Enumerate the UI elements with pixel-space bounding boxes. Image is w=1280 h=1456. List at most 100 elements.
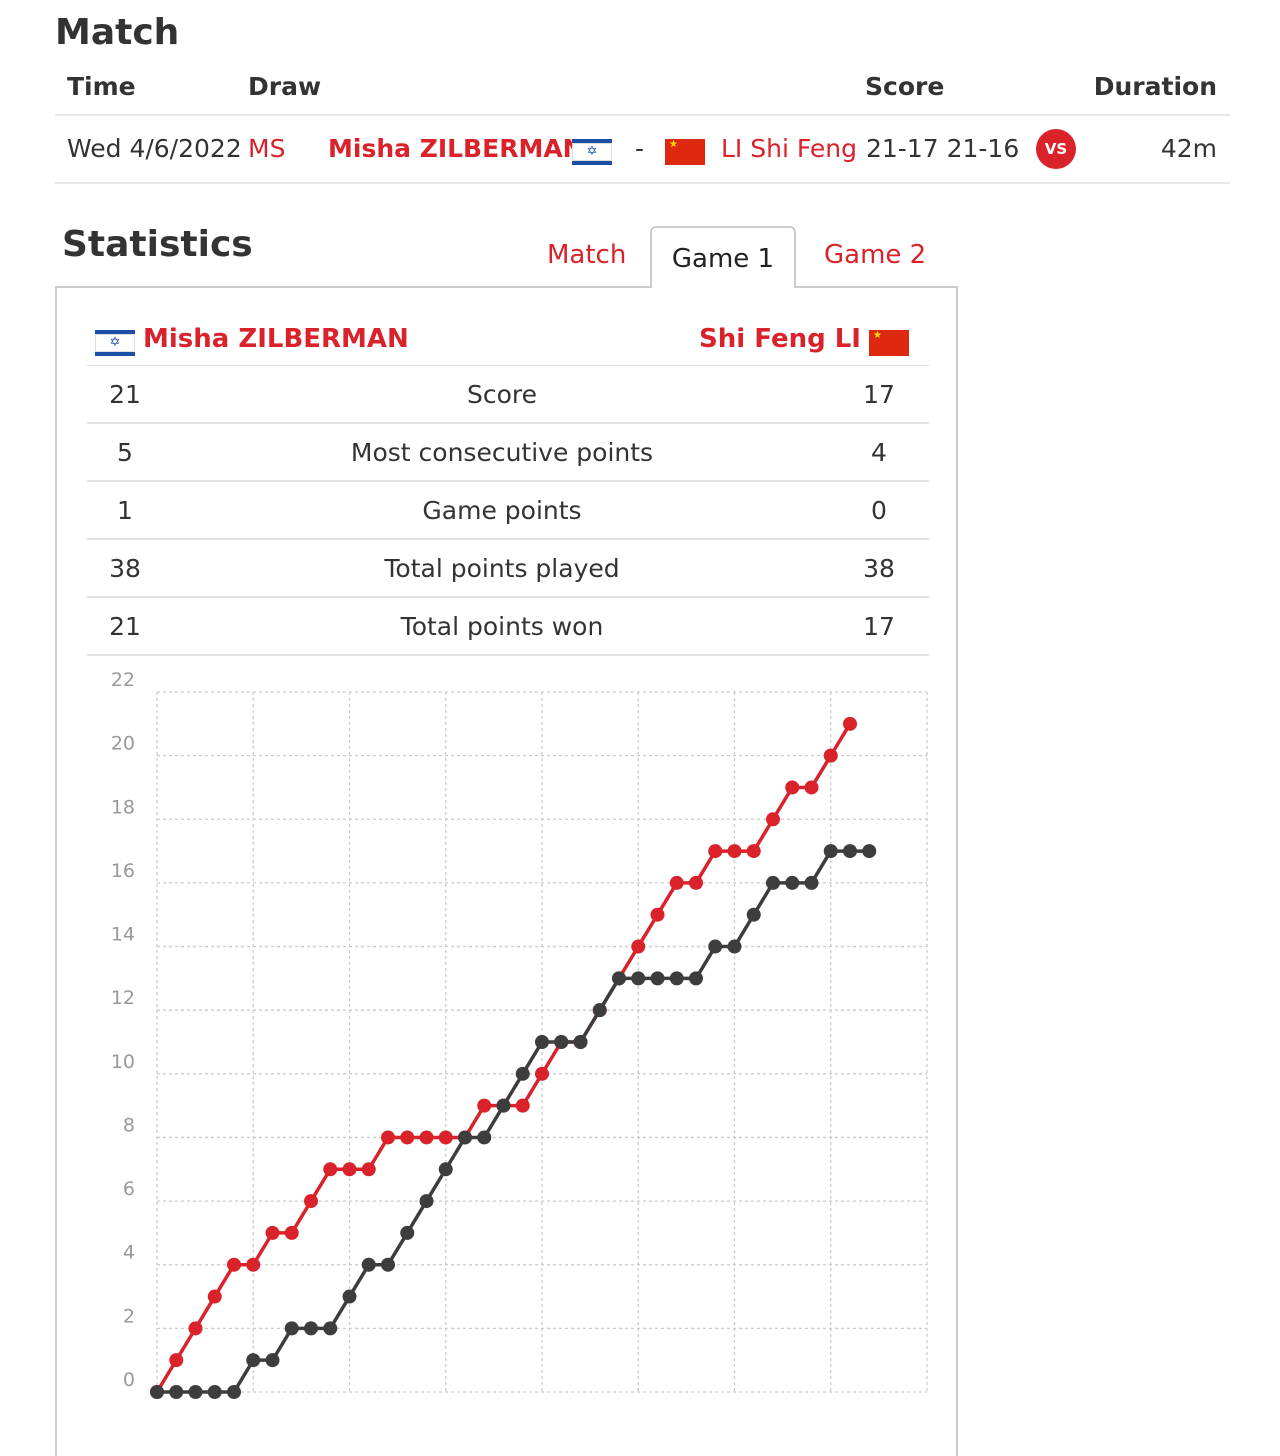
data-point-player1 [207,1289,222,1304]
data-point-player1 [823,748,838,763]
data-point-player2 [400,1225,415,1240]
tab-game-1[interactable]: Game 1 [650,226,796,288]
tab-match[interactable]: Match [547,240,627,270]
stat-label: Score [466,380,538,409]
stat-row-points-won: 21 Total points won 17 [87,598,929,656]
header-duration: Duration [1093,72,1217,101]
data-point-player2 [554,1035,569,1049]
data-point-player2 [785,875,800,890]
data-point-player2 [227,1385,241,1399]
vs-icon[interactable]: VS [1036,129,1076,169]
data-point-player2 [438,1162,453,1177]
data-point-player1 [708,844,723,859]
y-tick-label: 22 [111,669,135,691]
data-point-player2 [207,1385,222,1399]
stat-right-value: 4 [871,438,887,467]
header-score: Score [865,72,945,101]
y-tick-label: 6 [123,1178,135,1200]
data-point-player2 [823,844,838,859]
y-tick-label: 14 [111,924,135,946]
y-tick-label: 20 [111,733,135,755]
match-table-header: Time Draw Score Duration [55,68,1230,116]
data-point-player1 [631,939,646,954]
data-point-player1 [227,1257,241,1272]
player2-link[interactable]: LI Shi Feng [721,134,857,163]
data-point-player2 [535,1035,549,1049]
data-point-player1 [419,1130,434,1145]
data-point-player1 [477,1098,492,1113]
data-point-player2 [304,1321,318,1336]
stat-row-consecutive: 5 Most consecutive points 4 [87,424,929,482]
stat-left-value: 38 [109,554,141,583]
data-point-player1 [265,1225,280,1240]
data-point-player2 [592,1003,607,1018]
data-point-player1 [843,716,857,731]
stat-label: Total points played [384,554,620,583]
data-point-player2 [381,1257,395,1272]
israel-flag-icon [95,330,135,356]
series-line-player1 [155,722,852,1393]
data-point-player1 [169,1353,184,1368]
stat-row-game-points: 1 Game points 0 [87,482,929,540]
data-point-player1 [342,1162,357,1177]
match-section-title: Match [55,12,180,53]
data-point-player1 [515,1098,530,1113]
data-point-player2 [323,1321,338,1336]
match-time: Wed 4/6/2022 [67,134,242,163]
data-point-player2 [246,1353,261,1368]
tab-game-2[interactable]: Game 2 [824,240,927,270]
draw-link[interactable]: MS [248,134,286,163]
data-point-player2 [727,939,742,954]
data-point-player2 [477,1130,492,1145]
data-point-player1 [785,780,800,795]
player1-link[interactable]: Misha ZILBERMAN [328,134,584,163]
match-score: 21-17 21-16 [866,134,1020,163]
data-point-player2 [631,971,646,986]
data-point-player1 [188,1321,203,1336]
data-point-player2 [265,1353,280,1368]
stat-left-value: 5 [117,438,133,467]
data-point-player2 [284,1321,299,1336]
match-table: Time Draw Score Duration Wed 4/6/2022 MS… [55,68,1230,184]
series-line-player2 [157,849,870,1394]
right-player-name[interactable]: Shi Feng LI [699,324,861,354]
header-time: Time [67,72,136,101]
y-tick-label: 12 [111,987,135,1009]
data-point-player1 [650,907,665,922]
y-tick-label: 0 [123,1369,135,1391]
data-point-player1 [323,1162,338,1177]
y-tick-label: 2 [123,1305,135,1327]
left-player-name[interactable]: Misha ZILBERMAN [143,324,409,354]
match-row[interactable]: Wed 4/6/2022 MS Misha ZILBERMAN - LI Shi… [55,116,1230,184]
data-point-player1 [669,875,684,890]
data-point-player1 [766,812,780,827]
score-progression-chart: 0 2 4 6 8 10 12 14 16 18 20 22 [111,669,928,1399]
data-point-player2 [573,1035,588,1049]
data-point-player1 [438,1130,453,1145]
data-point-player2 [361,1257,376,1272]
players-header: Misha ZILBERMAN Shi Feng LI [87,324,929,366]
data-point-player2 [746,907,761,922]
data-point-player2 [669,971,684,986]
stat-right-value: 38 [863,554,895,583]
header-draw: Draw [248,72,322,101]
stat-label: Total points won [400,612,604,641]
stat-right-value: 17 [863,380,895,409]
data-point-player1 [746,844,761,859]
data-point-player1 [535,1066,549,1081]
data-point-player2 [496,1098,511,1113]
data-point-player1 [246,1257,261,1272]
stat-right-value: 17 [863,612,895,641]
data-point-player2 [342,1289,357,1304]
data-point-player1 [381,1130,395,1145]
data-point-player2 [804,875,819,890]
data-point-player2 [419,1194,434,1209]
y-tick-label: 8 [123,1114,135,1136]
stat-left-value: 1 [117,496,133,525]
data-point-player2 [169,1385,184,1399]
data-point-player1 [304,1194,318,1209]
y-tick-label: 16 [111,860,135,882]
stat-row-points-played: 38 Total points played 38 [87,540,929,598]
data-point-player2 [689,971,703,986]
china-flag-icon [665,139,705,165]
